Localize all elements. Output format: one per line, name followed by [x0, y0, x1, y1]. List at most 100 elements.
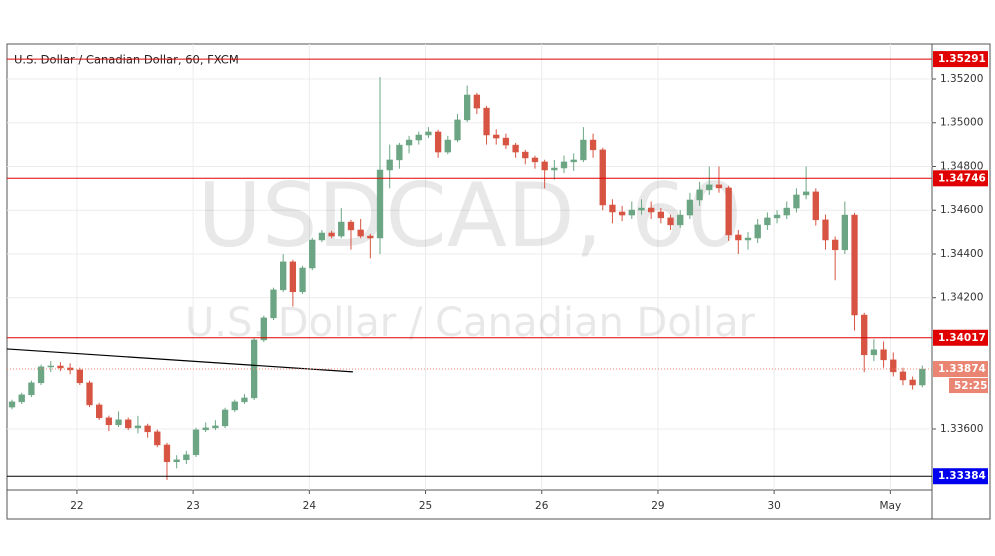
- candle-body: [405, 139, 413, 146]
- candle-body: [483, 107, 490, 136]
- candle-body: [425, 131, 432, 136]
- x-tick-label: 29: [651, 500, 664, 512]
- y-tick-label: 1.34400: [940, 248, 983, 260]
- candle-body: [57, 365, 64, 369]
- candle-body: [706, 184, 713, 191]
- level-label-bg: [933, 51, 988, 68]
- last-price-label: 1.33874: [938, 363, 986, 375]
- candle-body: [367, 235, 374, 239]
- candle-body: [47, 365, 54, 368]
- candle-body: [299, 267, 306, 293]
- candle-body: [338, 221, 345, 237]
- candle-body: [890, 359, 897, 373]
- candle-body: [880, 349, 887, 361]
- candle-body: [870, 349, 878, 356]
- candle-body: [919, 368, 926, 386]
- candle-body: [861, 314, 868, 356]
- candle-body: [202, 427, 209, 431]
- candle-body: [541, 161, 548, 171]
- candle-body: [231, 401, 238, 411]
- candle-body: [580, 139, 587, 161]
- candle-body: [522, 151, 529, 159]
- candle-body: [599, 149, 606, 206]
- y-tick-label: 1.34600: [940, 204, 983, 216]
- candle-body: [250, 339, 258, 399]
- x-tick-label: 30: [767, 500, 780, 512]
- candle-body: [183, 454, 190, 461]
- y-tick-label: 1.33600: [940, 423, 983, 435]
- candle-body: [744, 237, 752, 241]
- candle-body: [415, 134, 422, 141]
- x-tick-label: 22: [70, 500, 83, 512]
- countdown-bg: [949, 378, 988, 394]
- candle-body: [318, 232, 326, 241]
- candle-body: [493, 134, 500, 139]
- candle-body: [396, 144, 403, 161]
- candle-body: [570, 159, 577, 163]
- candle-body: [764, 217, 771, 226]
- candle-body: [357, 229, 364, 237]
- candle-body: [832, 239, 839, 251]
- level-label-bg: [933, 170, 988, 187]
- y-tick-label: 1.34800: [940, 160, 983, 172]
- candle-body: [115, 419, 122, 426]
- candle-body: [502, 137, 510, 146]
- candle-body: [260, 317, 267, 341]
- candle-body: [241, 397, 248, 403]
- candle-body: [473, 94, 481, 109]
- candle-body: [386, 159, 393, 171]
- candle-body: [628, 209, 635, 216]
- candle-body: [464, 94, 471, 121]
- candle-body: [696, 189, 703, 201]
- y-tick-label: 1.34200: [940, 292, 983, 304]
- candle-body: [280, 261, 287, 291]
- candle-body: [531, 157, 539, 163]
- candle-body: [802, 191, 810, 196]
- x-tick-label: 25: [419, 500, 432, 512]
- candle-body: [754, 224, 761, 239]
- candle-body: [37, 366, 45, 384]
- candle-body: [773, 214, 781, 219]
- x-tick-label: May: [880, 500, 902, 512]
- candle-body: [376, 169, 384, 239]
- candle-body: [551, 167, 558, 171]
- candle-body: [444, 139, 451, 153]
- candle-body: [793, 194, 800, 209]
- level-label: 1.33384: [938, 470, 986, 482]
- candle-body: [86, 382, 93, 406]
- candle-body: [841, 214, 849, 251]
- last-price-bg: [933, 361, 988, 378]
- candle-body: [609, 204, 616, 213]
- watermark: USDCAD, 60: [197, 164, 742, 267]
- candle-body: [8, 401, 16, 408]
- candle-body: [638, 207, 645, 211]
- candle-body: [18, 394, 25, 403]
- candle-body: [105, 417, 113, 426]
- candle-body: [822, 219, 829, 241]
- x-tick-label: 26: [535, 500, 549, 512]
- candle-body: [192, 429, 200, 456]
- candle-body: [909, 379, 916, 386]
- chart-frame: [6, 43, 991, 520]
- candle-body: [667, 217, 674, 226]
- candle-body: [512, 144, 519, 153]
- candle-body: [212, 425, 219, 429]
- candle-body: [134, 425, 142, 429]
- candle-body: [434, 131, 442, 153]
- candle-body: [560, 161, 568, 169]
- countdown: 52:25: [954, 380, 987, 392]
- candle-body: [899, 371, 907, 381]
- candle-body: [677, 214, 684, 226]
- candle-body: [715, 184, 723, 189]
- candle-body: [686, 199, 694, 216]
- candle-body: [812, 191, 819, 221]
- candle-body: [618, 211, 626, 216]
- candle-body: [851, 214, 858, 316]
- candle-body: [347, 221, 355, 231]
- candle-body: [454, 119, 461, 141]
- candle-body: [657, 211, 665, 219]
- y-tick-label: 1.35000: [940, 117, 983, 129]
- trend-line: [6, 348, 353, 373]
- x-tick-label: 23: [186, 500, 199, 512]
